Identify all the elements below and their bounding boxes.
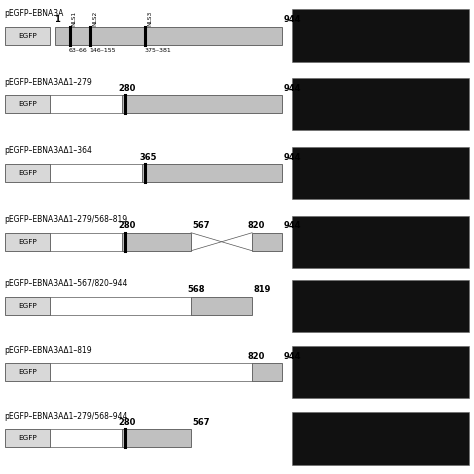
Bar [5,363,50,381]
Text: 820: 820 [247,352,265,361]
Text: EGFP: EGFP [18,436,36,441]
Text: 567: 567 [192,418,210,427]
Text: 280: 280 [118,418,136,427]
Text: EGFP: EGFP [18,33,36,38]
Bar [292,9,469,62]
Bar [252,233,282,251]
Text: 819: 819 [253,285,271,294]
Text: 568: 568 [188,285,205,294]
Bar [5,297,50,315]
Text: NLS1: NLS1 [71,10,76,26]
Text: NLS2: NLS2 [92,10,97,26]
Text: EGFP: EGFP [18,101,36,107]
Text: 944: 944 [283,153,301,162]
Bar [122,95,282,113]
Text: 1: 1 [54,15,59,24]
Bar [122,429,191,447]
Bar [191,297,252,315]
Text: EGFP: EGFP [18,303,36,309]
Bar [292,147,469,199]
Bar [122,233,191,251]
Bar [292,78,469,130]
Bar [5,95,50,113]
Text: 63–66: 63–66 [69,48,88,53]
Text: EGFP: EGFP [18,239,36,245]
Bar [292,216,469,268]
Text: pEGFP–EBNA3AΔ1–279: pEGFP–EBNA3AΔ1–279 [5,78,92,87]
Text: 375–381: 375–381 [144,48,171,53]
Text: 567: 567 [192,221,210,230]
Text: EGFP: EGFP [18,369,36,375]
Bar [292,412,469,465]
Text: 280: 280 [118,84,136,93]
Text: pEGFP–EBNA3AΔ1–364: pEGFP–EBNA3AΔ1–364 [5,146,92,155]
Text: 820: 820 [247,221,265,230]
Text: 365: 365 [139,153,156,162]
Text: NLS3: NLS3 [147,10,152,26]
Text: pEGFP–EBNA3AΔ1–819: pEGFP–EBNA3AΔ1–819 [5,346,92,355]
Text: pEGFP–EBNA3AΔ1–567/820–944: pEGFP–EBNA3AΔ1–567/820–944 [5,279,128,288]
Bar [5,164,50,182]
Text: 146–155: 146–155 [90,48,116,53]
Bar [5,27,50,45]
Text: 280: 280 [118,221,136,230]
Text: EGFP: EGFP [18,170,36,176]
Text: pEGFP–EBNA3A: pEGFP–EBNA3A [5,9,64,18]
Text: 944: 944 [283,84,301,93]
Bar [55,27,282,45]
Bar [292,346,469,398]
Bar [292,280,469,332]
Bar [252,363,282,381]
Text: pEGFP–EBNA3AΔ1–279/568–819: pEGFP–EBNA3AΔ1–279/568–819 [5,215,128,224]
Bar [5,233,50,251]
Text: 944: 944 [283,221,301,230]
Text: 944: 944 [283,352,301,361]
Bar [5,429,50,447]
Bar [142,164,282,182]
Text: 944: 944 [283,15,301,24]
Text: pEGFP–EBNA3AΔ1–279/568–944: pEGFP–EBNA3AΔ1–279/568–944 [5,412,128,421]
